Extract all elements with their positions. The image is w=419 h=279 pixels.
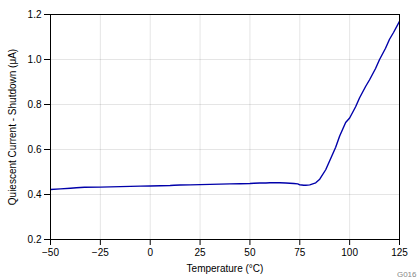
svg-text:100: 100 <box>341 247 358 258</box>
svg-text:G016: G016 <box>397 270 417 279</box>
svg-text:50: 50 <box>244 247 256 258</box>
svg-text:−50: −50 <box>42 247 59 258</box>
svg-text:0: 0 <box>147 247 153 258</box>
svg-text:25: 25 <box>195 247 207 258</box>
svg-text:0.6: 0.6 <box>28 144 42 155</box>
svg-text:Temperature (°C): Temperature (°C) <box>187 263 264 274</box>
svg-text:0.8: 0.8 <box>28 99 42 110</box>
svg-text:Quiescent Current - Shutdown (: Quiescent Current - Shutdown (μA) <box>7 49 18 205</box>
svg-text:1.2: 1.2 <box>28 9 42 20</box>
svg-text:75: 75 <box>294 247 306 258</box>
svg-text:−25: −25 <box>92 247 109 258</box>
svg-text:0.4: 0.4 <box>28 189 42 200</box>
svg-text:0.2: 0.2 <box>28 234 42 245</box>
svg-text:125: 125 <box>391 247 408 258</box>
svg-text:1.0: 1.0 <box>28 54 42 65</box>
